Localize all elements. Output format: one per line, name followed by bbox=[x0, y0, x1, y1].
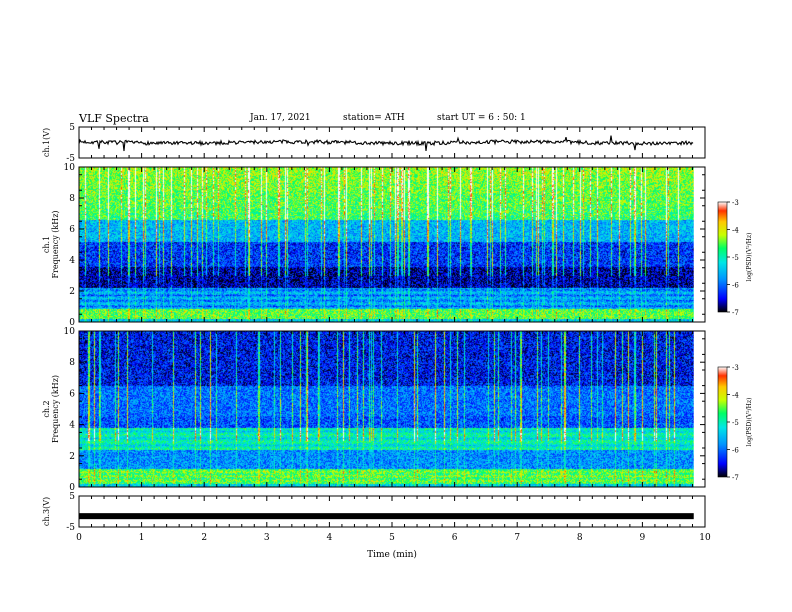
x-tick-label: 6 bbox=[452, 533, 458, 543]
ch1-spectrogram-colorbar-tick-label: -7 bbox=[732, 309, 739, 317]
ch1-spectrogram-y-tick-label: 0 bbox=[69, 318, 75, 328]
x-tick-label: 10 bbox=[699, 533, 711, 543]
ch1-spectrogram-y-tick-label: 2 bbox=[69, 287, 75, 297]
x-tick-label: 8 bbox=[577, 533, 583, 543]
ch3-waveform-line bbox=[79, 513, 694, 520]
ch2-spectrogram-y-tick-label: 6 bbox=[69, 389, 75, 399]
ch1-spectrogram-y-tick-label: 4 bbox=[69, 256, 75, 266]
ch2-spectrogram-y-tick-label: 10 bbox=[64, 327, 76, 337]
ch3-waveform-y-tick-label: -5 bbox=[66, 523, 75, 533]
ch2-spectrogram-y-tick-label: 8 bbox=[69, 358, 75, 368]
ch2-spectrogram-colorbar bbox=[717, 366, 728, 478]
ch1-spectrogram-ylabel-channel: ch.1 bbox=[42, 236, 51, 253]
ch2-spectrogram-y-tick-label: 0 bbox=[69, 483, 75, 493]
ch1-spectrogram-image-blank bbox=[693, 167, 705, 322]
ch1-waveform-line bbox=[78, 135, 694, 152]
x-tick-label: 4 bbox=[327, 533, 333, 543]
ch1-spectrogram-ylabel: Frequency (kHz) bbox=[51, 210, 60, 278]
x-tick-label: 5 bbox=[389, 533, 395, 543]
x-tick-label: 3 bbox=[264, 533, 270, 543]
x-tick-label: 0 bbox=[76, 533, 82, 543]
ch1-spectrogram-y-tick-label: 8 bbox=[69, 194, 75, 204]
x-tick-label: 1 bbox=[139, 533, 145, 543]
ch1-waveform-y-tick-label: 5 bbox=[69, 123, 75, 133]
observation-date: Jan. 17, 2021 bbox=[250, 113, 311, 123]
ch1-spectrogram-y-tick-label: 10 bbox=[64, 163, 76, 173]
x-tick-label: 7 bbox=[514, 533, 520, 543]
ch1-spectrogram-image bbox=[79, 167, 694, 322]
ch2-spectrogram-ylabel-channel: ch.2 bbox=[42, 400, 51, 417]
ch2-spectrogram-ylabel: Frequency (kHz) bbox=[51, 375, 60, 443]
start-time-label: start UT = 6 : 50: 1 bbox=[437, 113, 526, 123]
x-axis-label: Time (min) bbox=[367, 549, 417, 560]
ch3-waveform-ylabel: ch.3(V) bbox=[42, 497, 51, 526]
ch1-spectrogram-colorbar bbox=[717, 201, 728, 313]
ch1-spectrogram-colorbar-tick-label: -3 bbox=[732, 199, 739, 207]
station-label: station= ATH bbox=[343, 113, 405, 123]
ch1-spectrogram-colorbar-label: log(PSD)(V²/Hz) bbox=[746, 233, 753, 282]
ch2-spectrogram-colorbar-tick-label: -4 bbox=[732, 392, 739, 400]
ch2-spectrogram-y-tick-label: 4 bbox=[69, 421, 75, 431]
ch1-waveform-y-tick-label: -5 bbox=[66, 154, 75, 164]
ch1-spectrogram-colorbar-tick-label: -4 bbox=[732, 227, 739, 235]
ch2-spectrogram-y-tick-label: 2 bbox=[69, 452, 75, 462]
ch2-spectrogram-colorbar-tick-label: -5 bbox=[732, 419, 739, 427]
ch2-spectrogram-colorbar-tick-label: -6 bbox=[732, 447, 739, 455]
ch1-spectrogram-y-tick-label: 6 bbox=[69, 225, 75, 235]
ch2-spectrogram-image-blank bbox=[693, 331, 705, 487]
figure-title: VLF Spectra bbox=[79, 112, 149, 125]
x-tick-label: 9 bbox=[640, 533, 646, 543]
ch2-spectrogram-image bbox=[79, 331, 694, 487]
ch1-waveform-ylabel: ch.1(V) bbox=[42, 128, 51, 157]
ch3-waveform-y-tick-label: 5 bbox=[69, 492, 75, 502]
ch1-spectrogram-colorbar-tick-label: -6 bbox=[732, 282, 739, 290]
ch2-spectrogram-colorbar-tick-label: -3 bbox=[732, 364, 739, 372]
x-tick-label: 2 bbox=[201, 533, 207, 543]
ch1-spectrogram-colorbar-tick-label: -5 bbox=[732, 254, 739, 262]
ch2-spectrogram-colorbar-tick-label: -7 bbox=[732, 474, 739, 482]
ch2-spectrogram-colorbar-label: log(PSD)(V²/Hz) bbox=[746, 398, 753, 447]
